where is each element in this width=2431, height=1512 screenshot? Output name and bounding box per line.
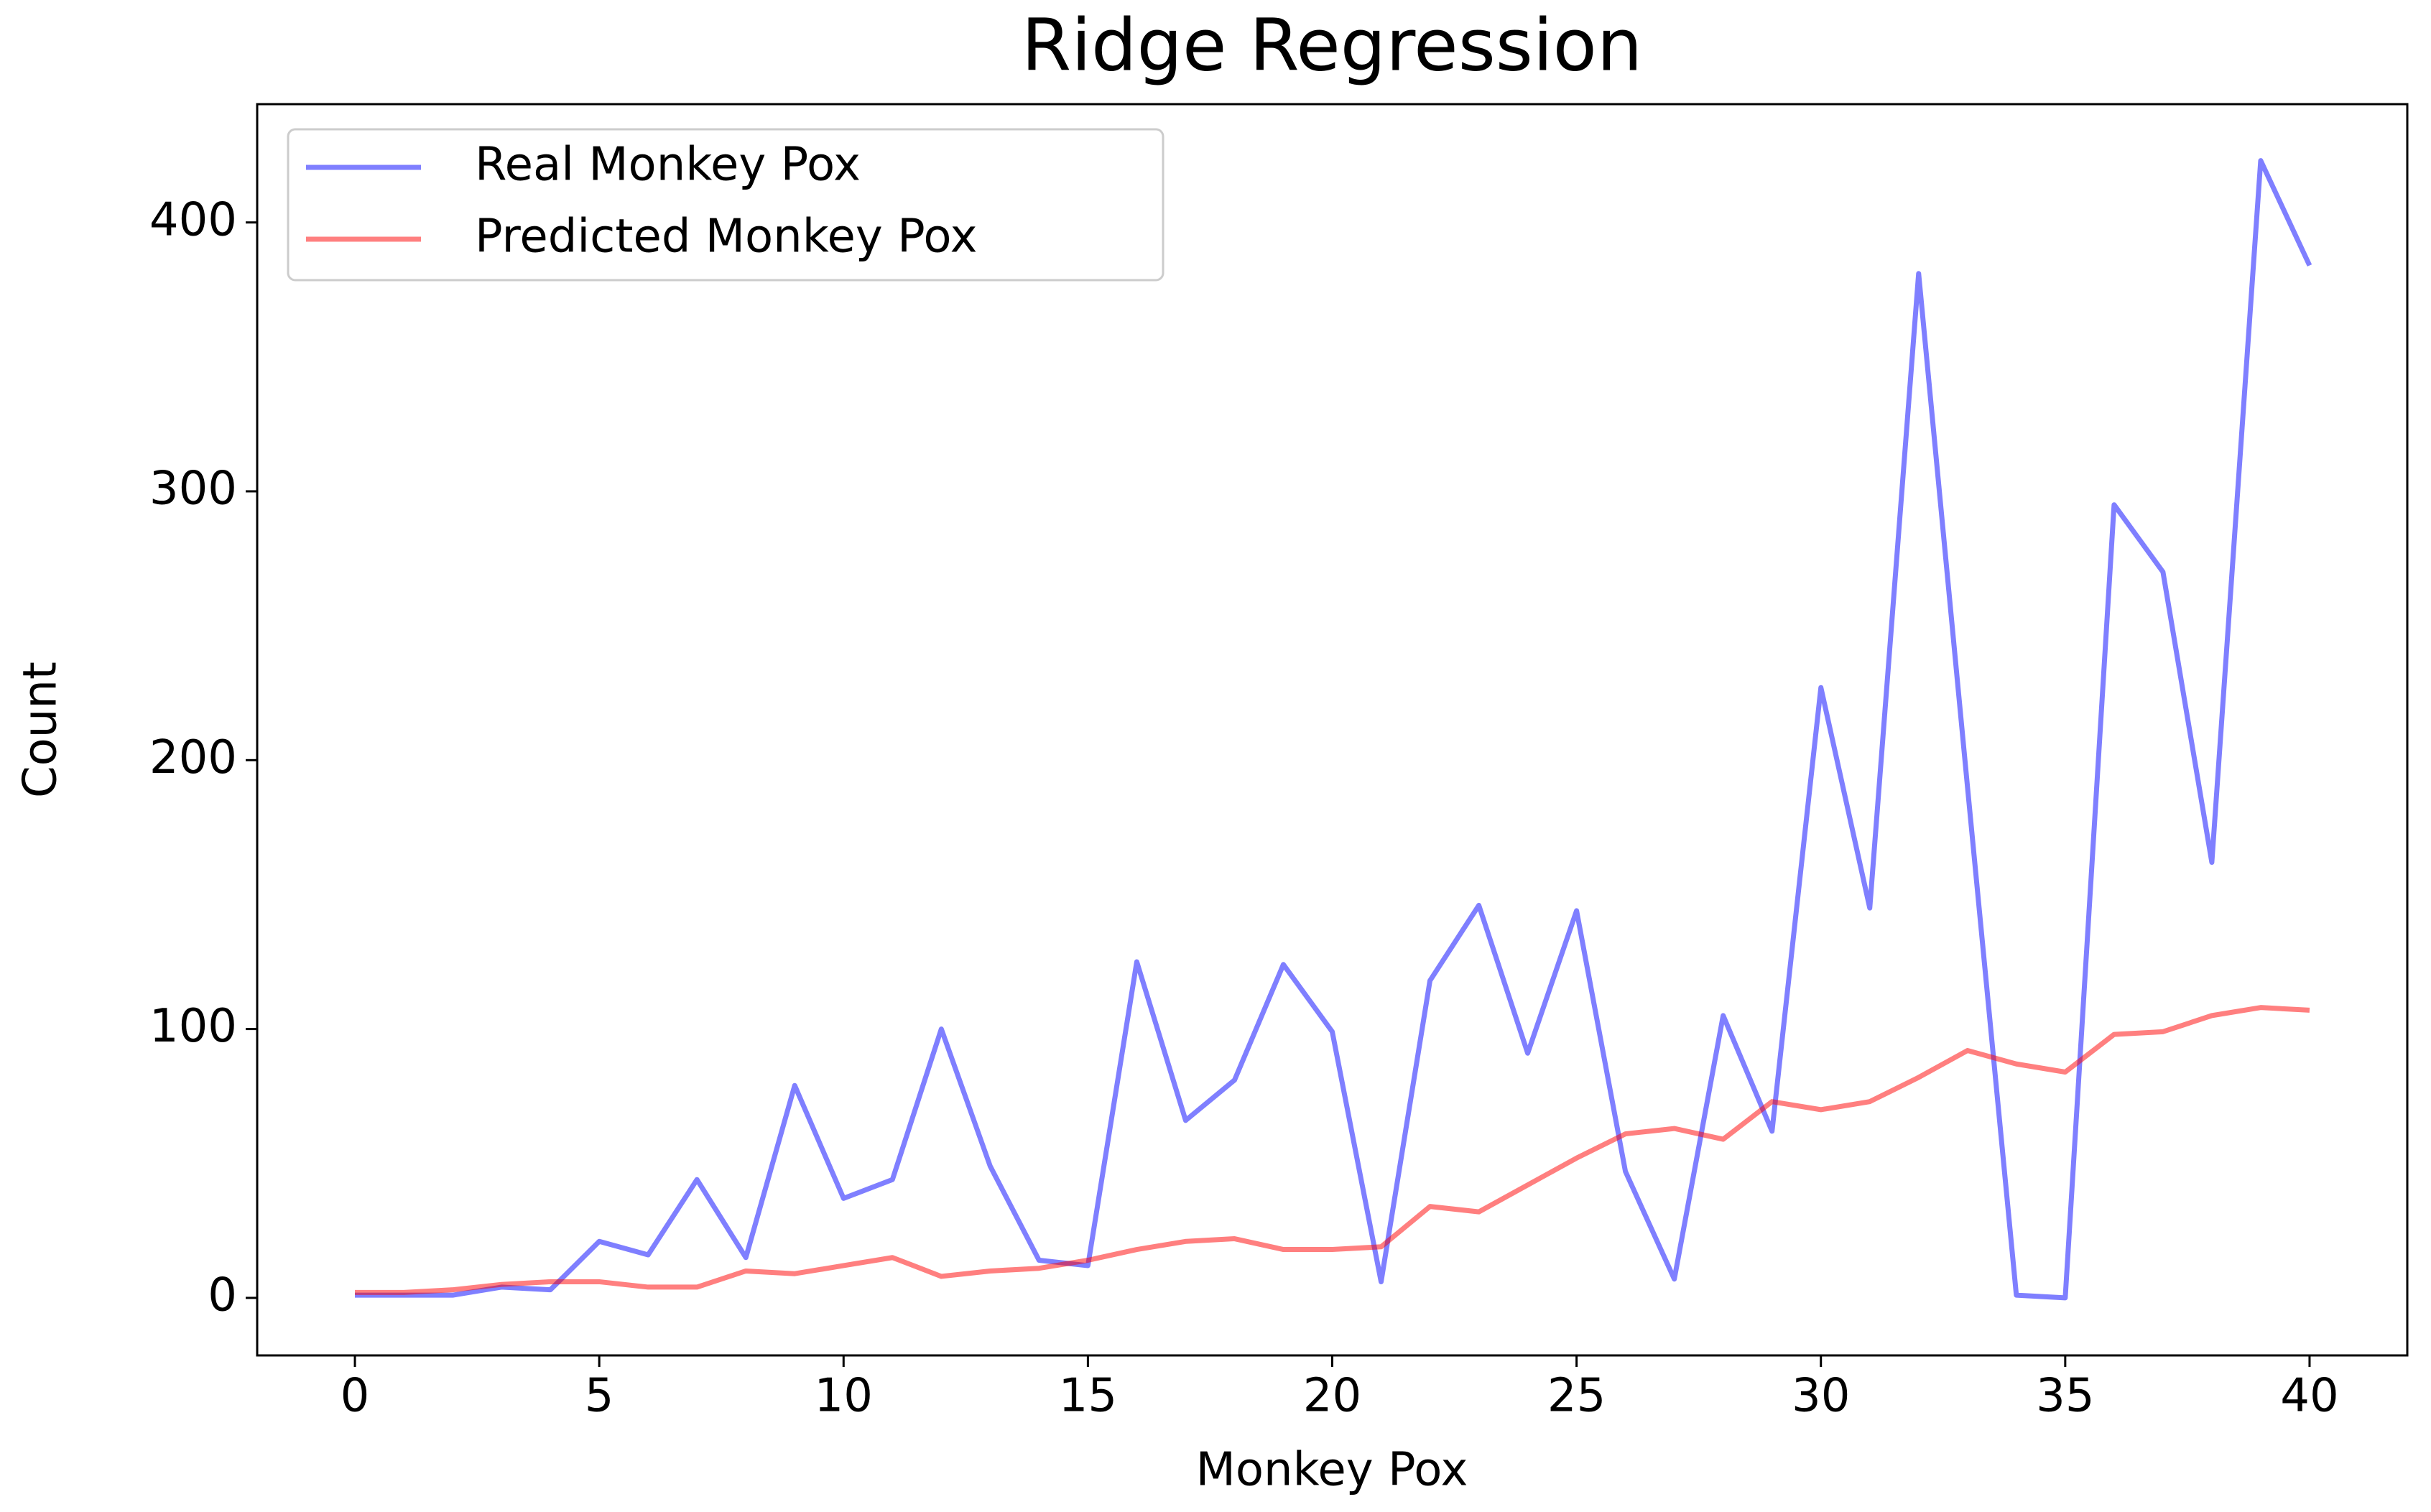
x-tick-label: 5 (585, 1370, 614, 1423)
y-tick-label: 400 (149, 193, 237, 246)
x-tick-label: 20 (1303, 1370, 1361, 1423)
line-series (355, 1005, 2310, 1295)
x-tick-label: 40 (2280, 1370, 2338, 1423)
legend-label: Predicted Monkey Pox (475, 210, 977, 264)
x-tick-label: 25 (1547, 1370, 1606, 1423)
legend-box (287, 128, 1164, 282)
x-tick-label: 30 (1792, 1370, 1850, 1423)
x-tick-label: 35 (2036, 1370, 2094, 1423)
chart-title: Ridge Regression (1022, 3, 1643, 87)
y-axis-label: Count (14, 662, 68, 798)
line-series (355, 158, 2312, 1301)
x-tick-label: 10 (815, 1370, 873, 1423)
y-tick-label: 0 (208, 1268, 237, 1322)
y-tick-label: 300 (149, 463, 237, 516)
y-tick-label: 200 (149, 731, 237, 784)
x-tick-label: 0 (341, 1370, 370, 1423)
legend-label: Real Monkey Pox (475, 139, 861, 192)
y-tick-label: 100 (149, 1000, 237, 1053)
x-axis-label: Monkey Pox (1196, 1444, 1468, 1497)
plot-frame (256, 103, 2409, 1357)
x-tick-label: 15 (1059, 1370, 1117, 1423)
